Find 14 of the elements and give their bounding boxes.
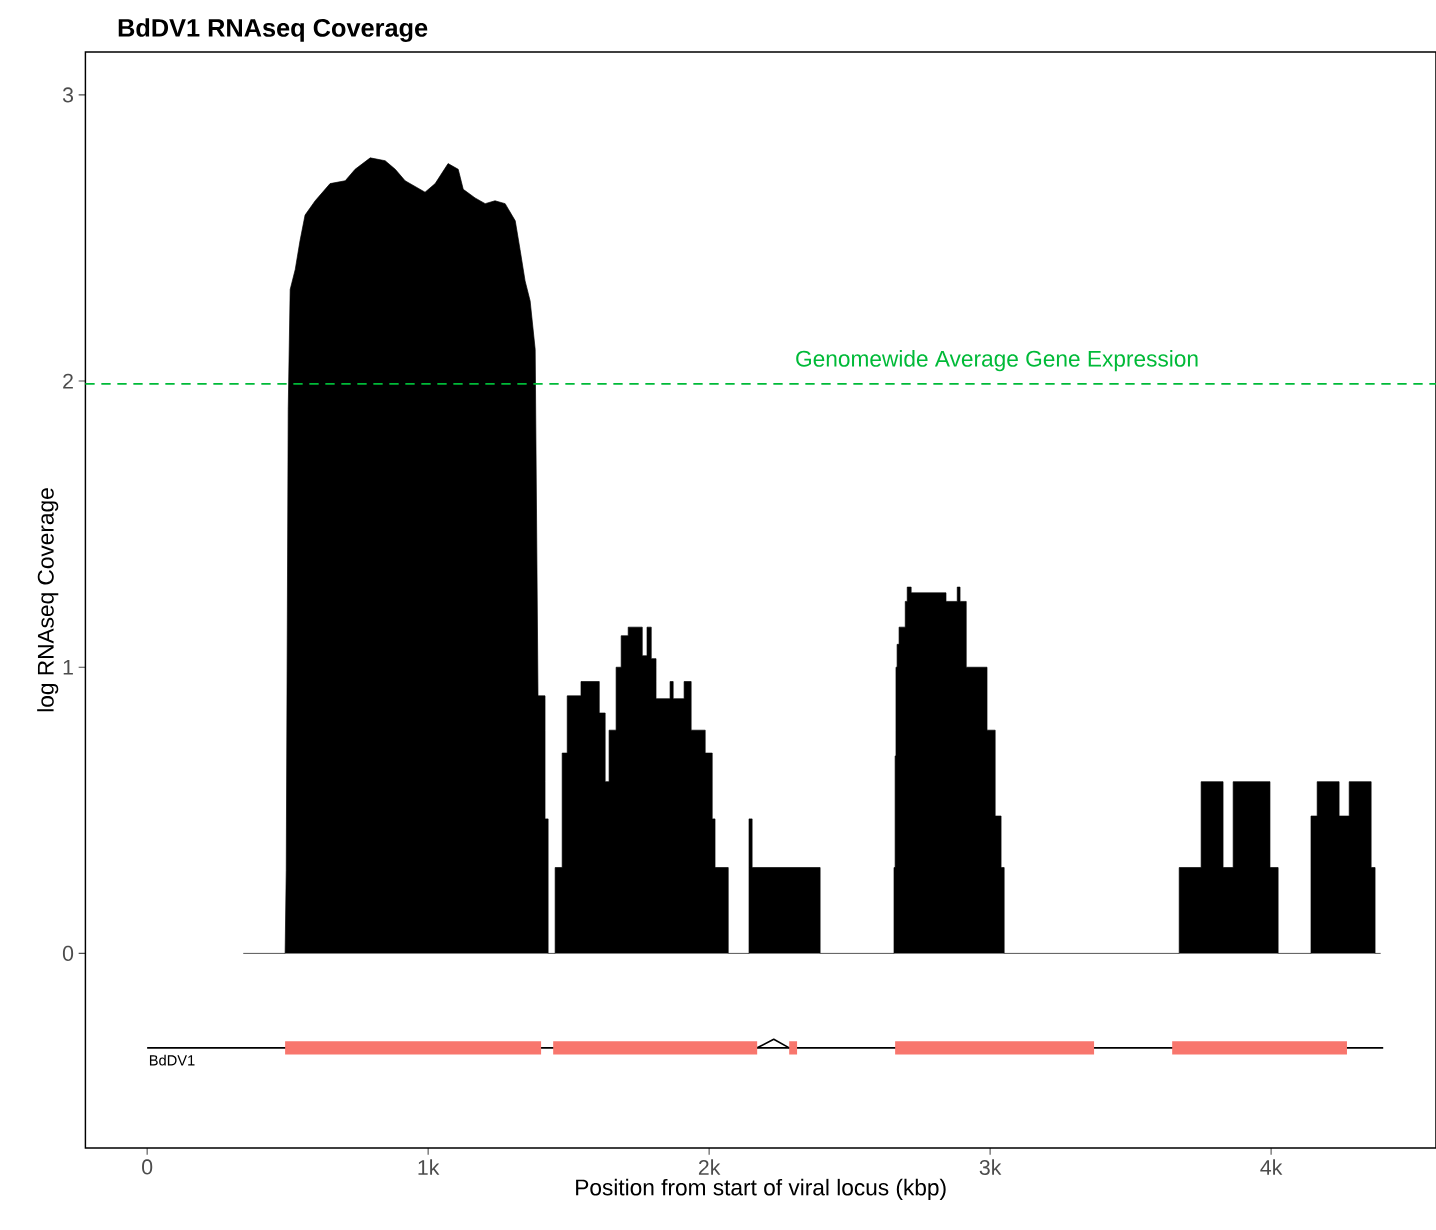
annotation: BdDV1 xyxy=(149,1054,195,1066)
ref-line-label: Genomewide Average Gene Expression xyxy=(796,350,1198,372)
y-axis-title: log RNAseq Coverage xyxy=(37,488,59,712)
x-tick-label: 0 xyxy=(142,1159,153,1175)
x-tick-label: 3k xyxy=(979,1159,1002,1176)
x-tick-label: 2k xyxy=(698,1159,721,1175)
x-tick-label: 1k xyxy=(418,1159,440,1175)
y-tick-label: 3 xyxy=(62,87,74,103)
chart-title: BdDV1 RNAseq Coverage xyxy=(118,18,428,42)
x-tick-label: 4k xyxy=(1260,1159,1283,1175)
y-tick-label: 1 xyxy=(63,659,73,675)
x-axis-title: Position from start of viral locus (kbp) xyxy=(576,1178,946,1200)
y-tick-label: 0 xyxy=(62,945,74,961)
y-tick-label: 2 xyxy=(63,373,73,389)
